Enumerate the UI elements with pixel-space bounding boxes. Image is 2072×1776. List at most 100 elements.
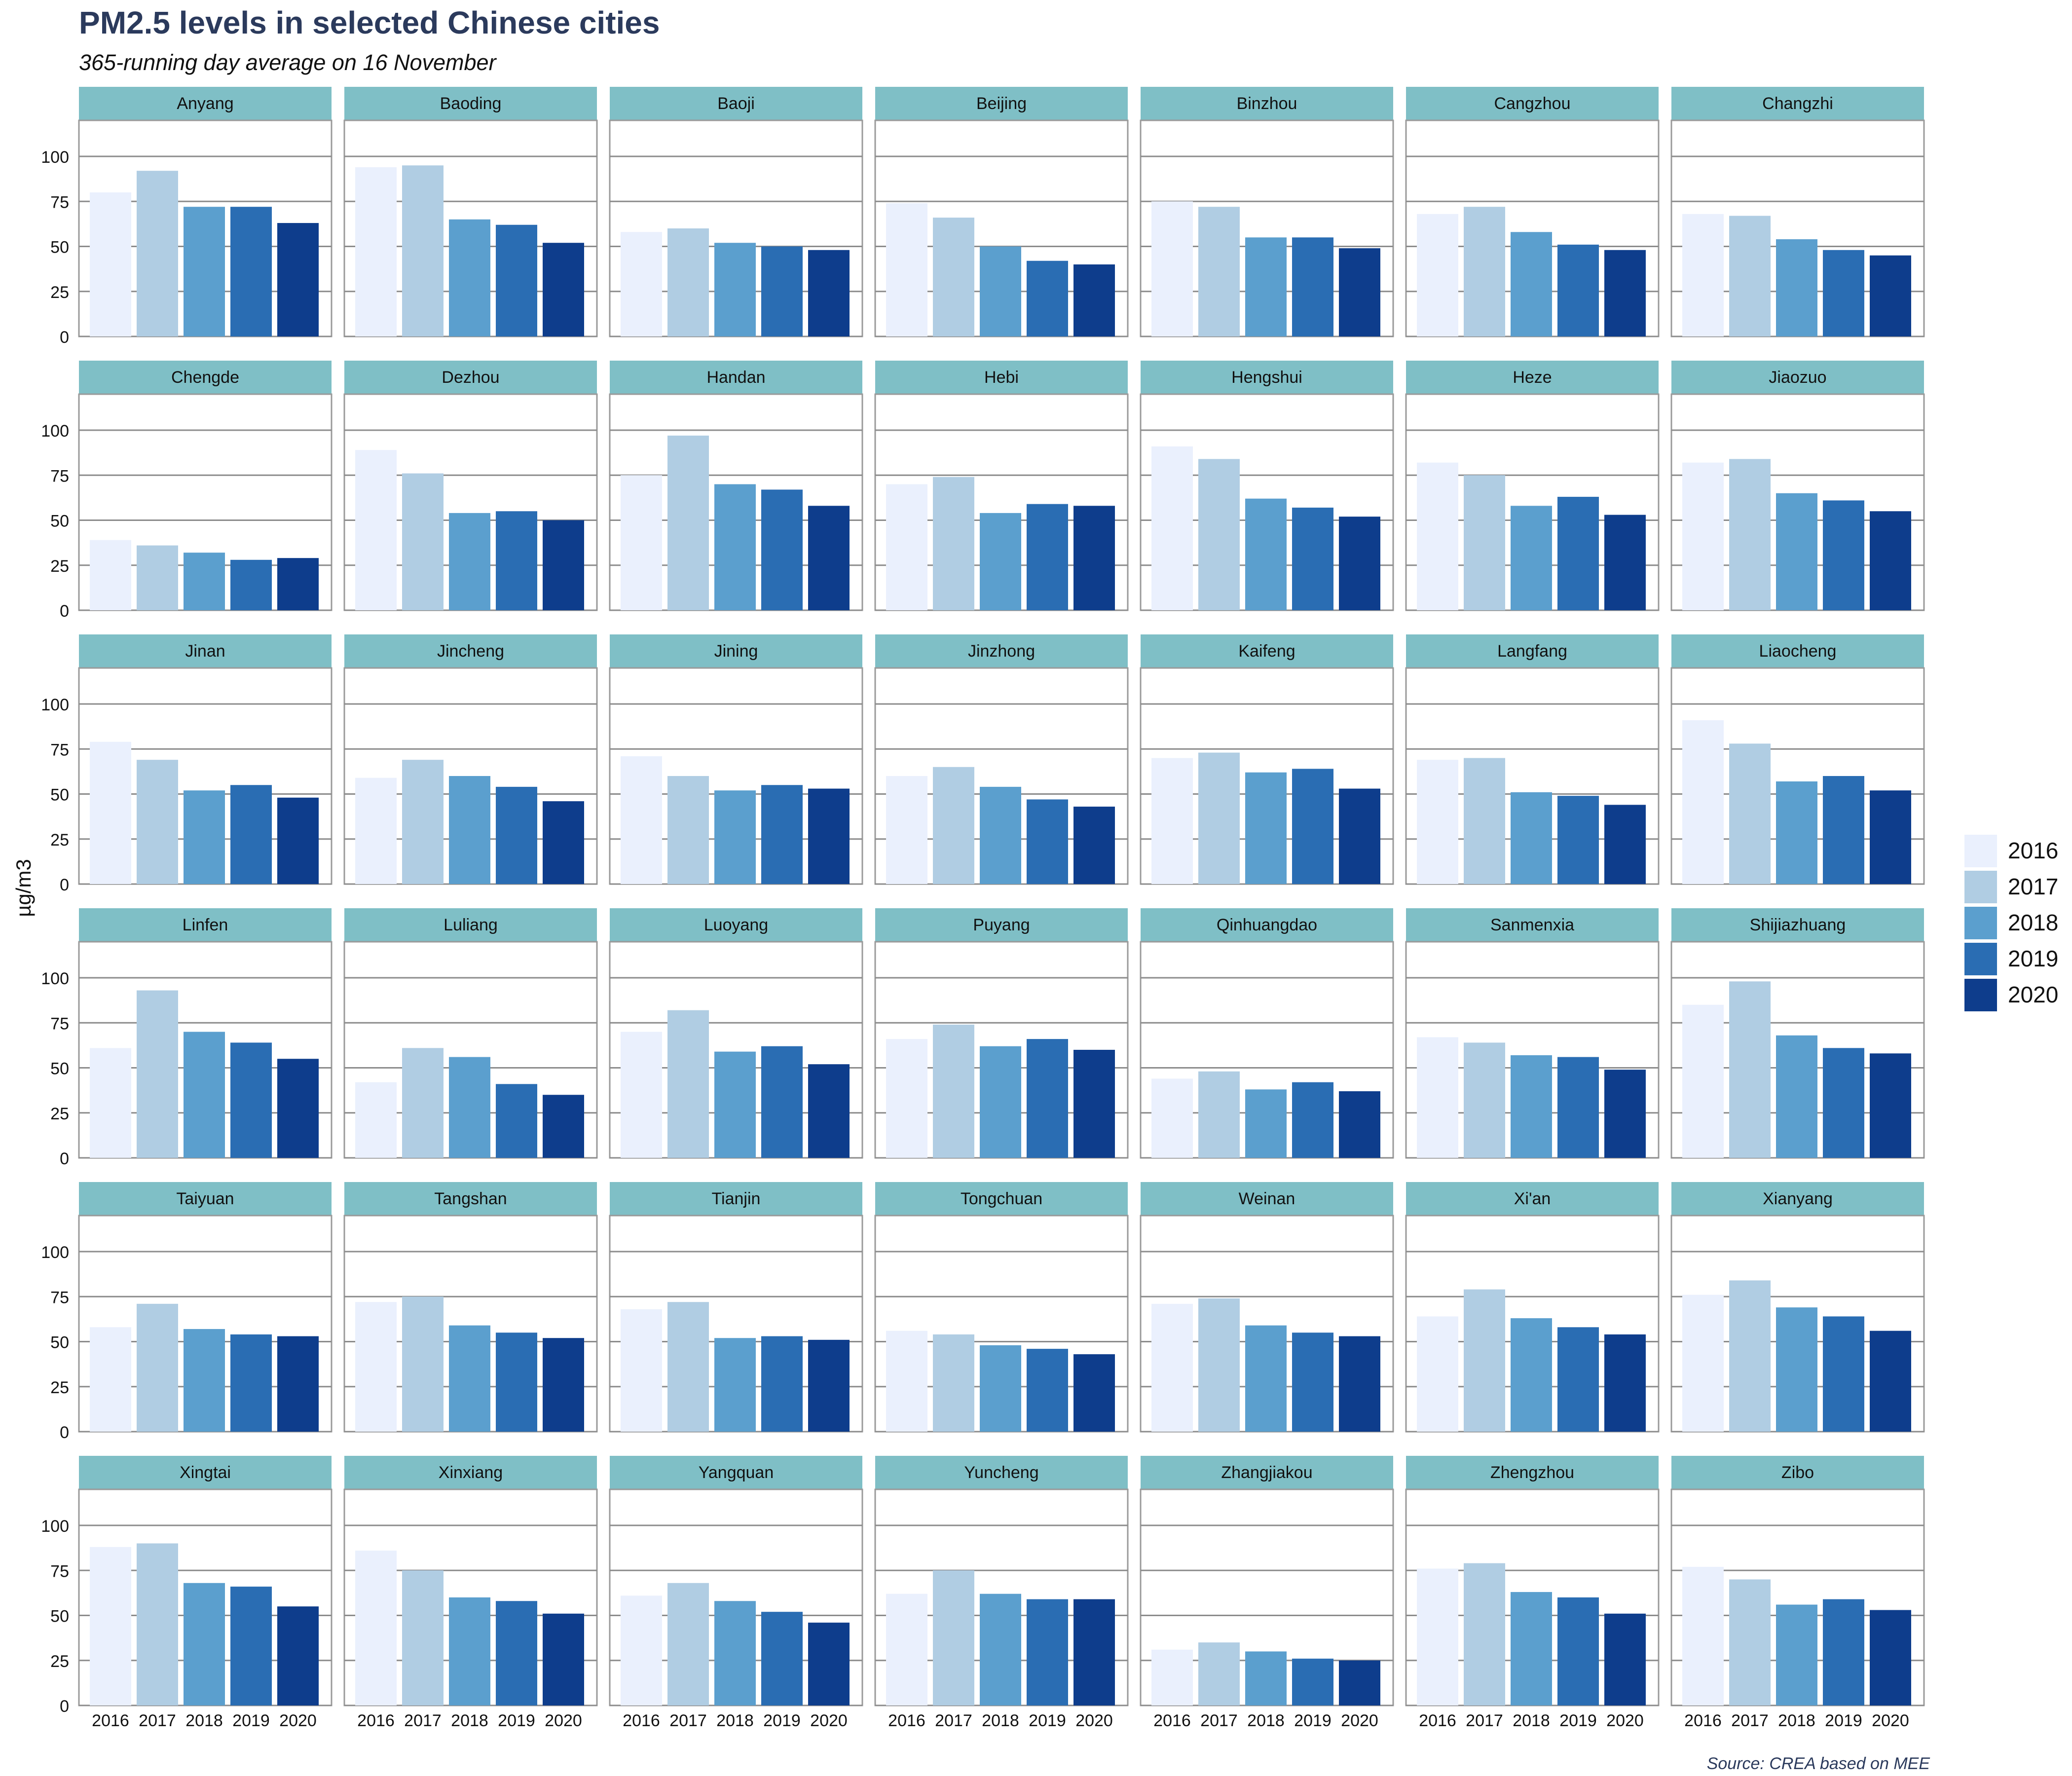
bar-2019 xyxy=(761,1612,803,1705)
panel-strip xyxy=(344,634,597,668)
panel-handan: Handan xyxy=(609,361,863,611)
panel-strip xyxy=(1406,1182,1659,1216)
bar-2019 xyxy=(496,511,537,610)
panel-strip xyxy=(1141,87,1393,120)
panel-strip xyxy=(1671,87,1924,120)
panel-shijiazhuang: Shijiazhuang xyxy=(1670,908,1925,1159)
bar-2019 xyxy=(230,1587,272,1705)
x-tick-label: 2016 xyxy=(1419,1711,1456,1730)
bar-2016 xyxy=(1417,1316,1458,1432)
bar-2016 xyxy=(1151,758,1193,884)
panel-strip-label: Luoyang xyxy=(704,916,768,934)
panel-luoyang: Luoyang xyxy=(609,908,863,1159)
panel-strip xyxy=(1671,908,1924,942)
bar-2018 xyxy=(714,484,756,610)
bar-2018 xyxy=(184,553,225,610)
bar-2020 xyxy=(543,801,584,884)
panel-strip-label: Linfen xyxy=(183,916,228,934)
bar-2017 xyxy=(1464,1563,1505,1705)
bar-2019 xyxy=(1557,497,1599,610)
bar-2017 xyxy=(1198,459,1240,610)
bar-2018 xyxy=(1511,506,1552,610)
panel-strip-label: Heze xyxy=(1513,368,1552,387)
bar-2020 xyxy=(808,250,850,336)
bar-2018 xyxy=(1776,1604,1817,1705)
panel-strip xyxy=(1671,1456,1924,1489)
bar-2016 xyxy=(886,1593,927,1705)
legend-label-2016: 2016 xyxy=(2008,838,2058,863)
x-tick-label: 2020 xyxy=(1341,1711,1378,1730)
panel-strip xyxy=(610,908,862,942)
panel-strip xyxy=(610,1182,862,1216)
legend-label-2020: 2020 xyxy=(2008,982,2058,1007)
bar-2019 xyxy=(230,207,272,336)
panel-yuncheng: Yuncheng 2016 2017 2018 2019 2020 xyxy=(874,1456,1129,1730)
panel-strip-label: Anyang xyxy=(177,94,233,113)
bar-2018 xyxy=(714,1601,756,1705)
panel-strip-label: Jincheng xyxy=(437,642,504,661)
panel-strip xyxy=(875,361,1128,394)
panel-strip xyxy=(875,1456,1128,1489)
panel-strip-label: Taiyuan xyxy=(176,1189,234,1208)
bar-2019 xyxy=(1027,260,1068,336)
panel-strip-label: Dezhou xyxy=(442,368,499,387)
bar-2016 xyxy=(355,167,397,336)
panel-zhengzhou: Zhengzhou 2016 2017 2018 2019 2020 xyxy=(1405,1456,1660,1730)
bar-2020 xyxy=(1339,517,1380,610)
bar-2019 xyxy=(1027,1039,1068,1158)
bar-2017 xyxy=(1198,1071,1240,1158)
panel-strip-label: Qinhuangdao xyxy=(1217,916,1317,934)
bar-2019 xyxy=(1823,776,1864,884)
bar-2018 xyxy=(980,1046,1021,1158)
panel-strip-label: Jinan xyxy=(185,642,225,661)
panel-strip xyxy=(610,87,862,120)
bar-2020 xyxy=(1339,248,1380,336)
bar-2018 xyxy=(1776,239,1817,336)
bar-2017 xyxy=(1198,1642,1240,1705)
bar-2018 xyxy=(980,786,1021,884)
legend-swatch-2020 xyxy=(1964,979,1997,1011)
x-tick-label: 2016 xyxy=(1153,1711,1191,1730)
bar-2020 xyxy=(1073,506,1115,610)
panel-hebi: Hebi xyxy=(874,361,1129,611)
panel-cangzhou: Cangzhou xyxy=(1405,87,1660,337)
legend-swatch-2017 xyxy=(1964,871,1997,903)
panel-jinan: Jinan 0 25 50 75 100 xyxy=(41,634,333,894)
bar-2019 xyxy=(1027,1599,1068,1705)
panel-liaocheng: Liaocheng xyxy=(1670,634,1925,885)
bar-2017 xyxy=(1464,475,1505,610)
bar-2019 xyxy=(230,1334,272,1432)
bar-2017 xyxy=(1464,1042,1505,1158)
bar-2019 xyxy=(1292,1332,1333,1432)
panel-strip-label: Beijing xyxy=(976,94,1027,113)
bar-2020 xyxy=(1073,1599,1115,1705)
bar-2016 xyxy=(886,776,927,884)
bar-2017 xyxy=(137,990,178,1158)
panel-hengshui: Hengshui xyxy=(1140,361,1394,611)
bar-2019 xyxy=(1823,1599,1864,1705)
panel-strip xyxy=(610,361,862,394)
bar-2017 xyxy=(1729,981,1771,1158)
bar-2019 xyxy=(1823,500,1864,610)
bar-2017 xyxy=(1729,1579,1771,1705)
panel-strip xyxy=(875,908,1128,942)
bar-2017 xyxy=(402,1296,444,1432)
chart-caption: Source: CREA based on MEE xyxy=(1707,1754,1930,1773)
bar-2016 xyxy=(90,1048,131,1158)
bar-2016 xyxy=(886,203,927,336)
panel-strip xyxy=(344,1456,597,1489)
x-tick-label: 2016 xyxy=(92,1711,129,1730)
y-tick-label: 50 xyxy=(50,512,69,531)
panel-changzhi: Changzhi xyxy=(1670,87,1925,337)
panel-zhangjiakou: Zhangjiakou 2016 2017 2018 2019 2020 xyxy=(1140,1456,1394,1730)
bar-2016 xyxy=(621,232,662,336)
bar-2019 xyxy=(1292,769,1333,884)
panel-xianyang: Xianyang xyxy=(1670,1182,1925,1433)
bar-2018 xyxy=(980,513,1021,610)
panel-strip-label: Kaifeng xyxy=(1238,642,1295,661)
bar-2019 xyxy=(761,1336,803,1432)
bar-2017 xyxy=(402,473,444,610)
bar-2017 xyxy=(667,228,709,336)
panel-langfang: Langfang xyxy=(1405,634,1660,885)
bar-2020 xyxy=(808,506,850,610)
